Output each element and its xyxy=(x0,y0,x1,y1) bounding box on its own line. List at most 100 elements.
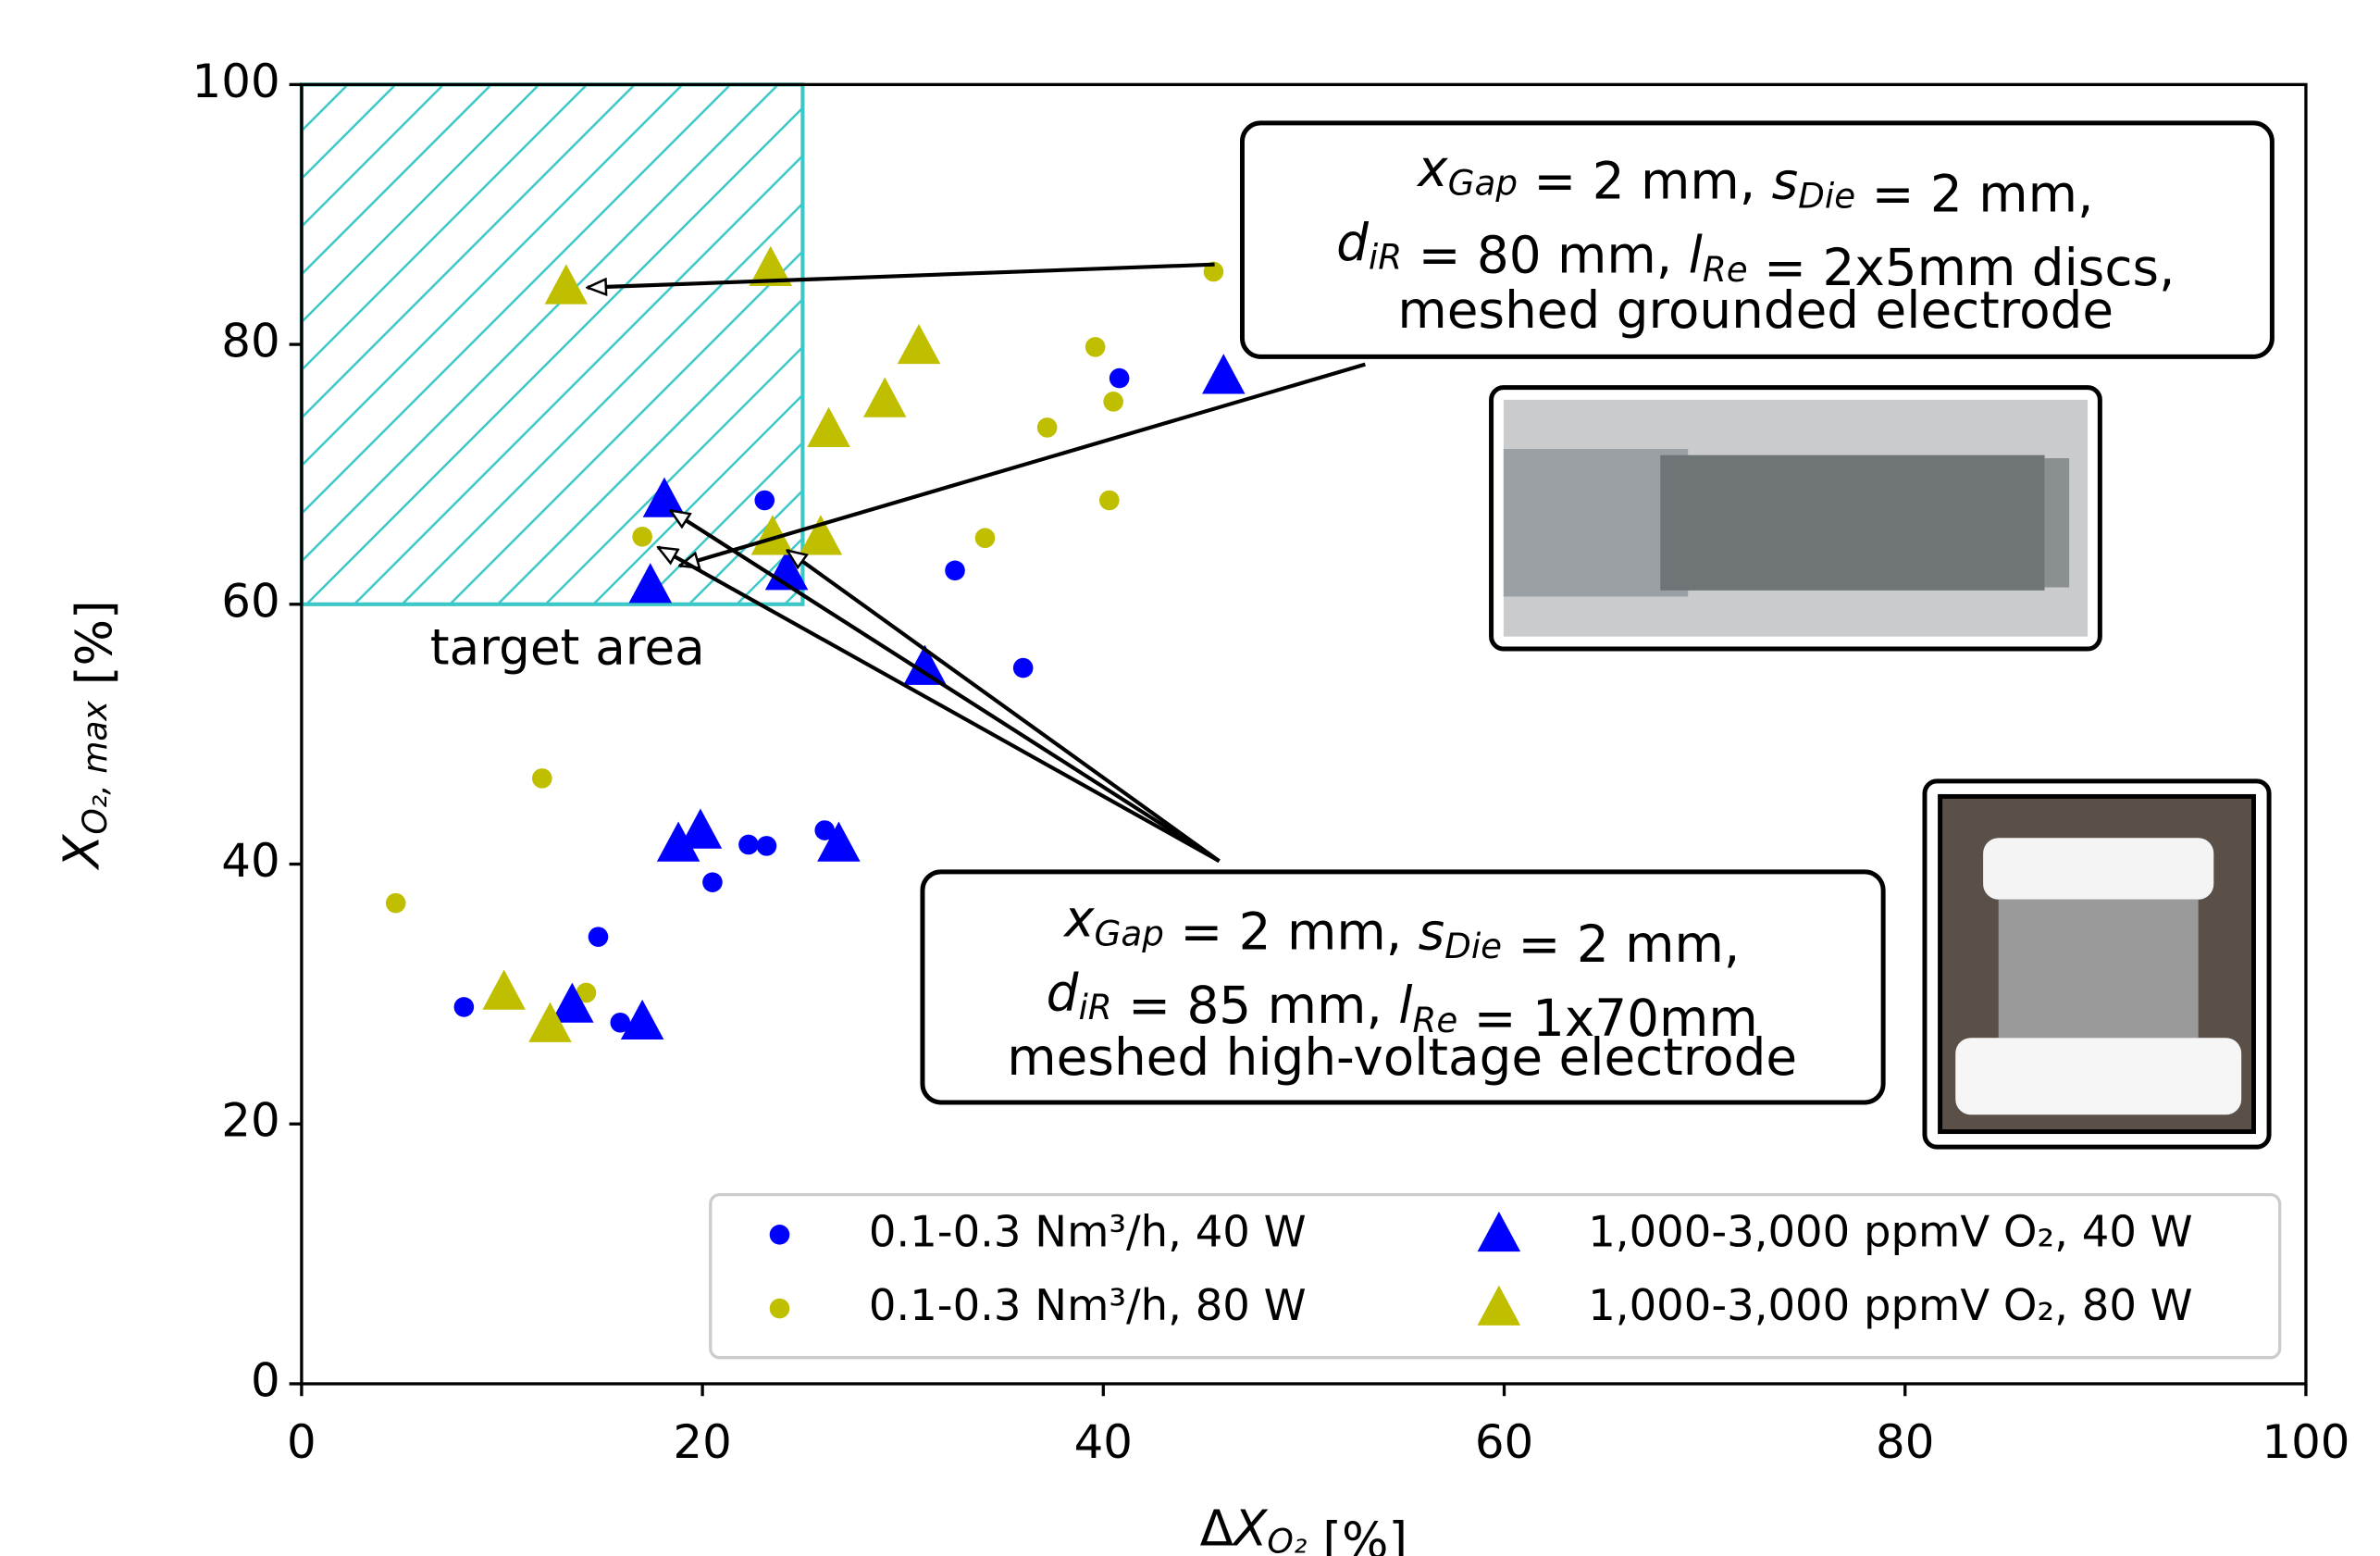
triangle-marker xyxy=(482,969,526,1010)
subscript: Gap xyxy=(1095,913,1164,953)
symbol: s xyxy=(1419,902,1445,961)
circle-marker xyxy=(769,1298,790,1319)
photo-high-voltage-electrode xyxy=(1922,778,2272,1150)
circle-marker xyxy=(702,872,723,892)
circle-marker xyxy=(385,892,406,914)
y-tick-label: 60 xyxy=(221,574,279,628)
y-tick-label: 40 xyxy=(221,834,279,888)
symbol: d xyxy=(1047,963,1080,1022)
annotation-box xyxy=(920,869,1886,1105)
annotation-line: diR = 80 mm, lRe = 2x5mm discs, xyxy=(1336,213,2175,297)
text-part: = 2 mm, xyxy=(1518,152,1772,211)
circle-marker xyxy=(1099,490,1120,511)
triangle-marker xyxy=(817,821,861,862)
symbol: l xyxy=(1398,976,1412,1035)
triangle-marker xyxy=(1202,354,1246,394)
triangle-marker xyxy=(1477,1285,1521,1326)
legend-frame xyxy=(709,1192,2282,1360)
subscript: iR xyxy=(1078,987,1111,1027)
symbol: l xyxy=(1689,226,1703,285)
y-tick-label: 80 xyxy=(221,315,279,368)
triangle-marker xyxy=(897,323,941,365)
y-axis-label: XO₂, max [%] xyxy=(53,600,122,871)
circle-marker xyxy=(974,528,996,549)
circle-marker xyxy=(945,560,965,581)
annotation-line: xGap = 2 mm, sDie = 2 mm, xyxy=(1062,890,1740,974)
subscript: Gap xyxy=(1448,162,1518,203)
annotation-line: meshed high-voltage electrode xyxy=(1007,1027,1797,1087)
triangle-marker xyxy=(620,999,664,1040)
y-tick-label: 0 xyxy=(251,1353,280,1407)
circle-marker xyxy=(1203,261,1224,282)
annotation-box xyxy=(1239,120,2275,359)
text-part: meshed high-voltage electrode xyxy=(1007,1027,1797,1087)
circle-marker xyxy=(1012,657,1034,678)
text-part: [%] xyxy=(1307,1512,1407,1556)
annotation-line: xGap = 2 mm, sDie = 2 mm, xyxy=(1416,139,2093,223)
symbol: x xyxy=(1062,890,1095,949)
circle-marker xyxy=(814,820,836,840)
triangle-marker xyxy=(551,982,594,1023)
triangle-marker xyxy=(807,406,850,447)
legend-label: 1,000-3,000 ppmV O₂, 40 W xyxy=(1588,1206,2192,1256)
triangle-marker xyxy=(678,808,723,849)
subscript: Re xyxy=(1412,999,1457,1039)
text-part: = 80 mm, xyxy=(1402,226,1689,285)
triangle-marker xyxy=(799,515,843,555)
triangle-marker xyxy=(528,1002,572,1042)
annotation-line: meshed grounded electrode xyxy=(1397,280,2113,340)
x-tick-label: 100 xyxy=(2262,1415,2349,1469)
triangle-marker xyxy=(749,245,793,286)
circle-marker xyxy=(1085,337,1106,357)
annotation-line: diR = 85 mm, lRe = 1x70mm xyxy=(1047,963,1758,1047)
text-part: [%] xyxy=(66,600,123,701)
circle-marker xyxy=(1109,367,1130,389)
text-part: = 2 mm, xyxy=(1855,165,2093,224)
x-tick-label: 60 xyxy=(1475,1415,1533,1469)
annotation-arrows xyxy=(588,262,1366,864)
triangle-marker xyxy=(544,264,589,305)
triangle-marker xyxy=(628,563,673,604)
symbol: s xyxy=(1772,152,1799,211)
text-part: = 2 mm, xyxy=(1164,902,1419,961)
y-tick-label: 20 xyxy=(221,1094,279,1148)
circle-marker xyxy=(756,836,777,856)
y-tick-label: 100 xyxy=(192,55,280,108)
triangle-marker xyxy=(750,515,795,555)
x-tick-label: 80 xyxy=(1876,1415,1934,1469)
subscript: O₂ xyxy=(1267,1522,1307,1556)
target-area xyxy=(299,82,805,606)
circle-marker xyxy=(754,490,775,511)
circle-marker xyxy=(738,834,759,855)
circle-marker xyxy=(1103,392,1123,412)
circle-marker xyxy=(453,997,475,1017)
circle-marker xyxy=(632,527,652,547)
subscript: Die xyxy=(1798,175,1855,216)
plot-area xyxy=(299,82,1246,1042)
legend: 0.1-0.3 Nm³/h, 40 W 0.1-0.3 Nm³/h, 80 W 1,… xyxy=(709,1192,2282,1360)
legend-label: 1,000-3,000 ppmV O₂, 80 W xyxy=(1588,1280,2192,1330)
circle-marker xyxy=(588,927,609,947)
circle-marker xyxy=(769,1225,790,1245)
symbol: d xyxy=(1336,213,1370,272)
text-part: = 2x5mm discs, xyxy=(1748,238,2175,297)
symbol: X xyxy=(1231,1500,1269,1556)
text-part: meshed grounded electrode xyxy=(1397,280,2113,340)
legend-label: 0.1-0.3 Nm³/h, 80 W xyxy=(869,1280,1307,1330)
target-area-label: target area xyxy=(430,618,705,676)
triangle-marker xyxy=(642,477,687,517)
circle-marker xyxy=(1036,417,1058,438)
text-part: Δ xyxy=(1200,1500,1233,1556)
symbol: x xyxy=(1416,139,1448,198)
triangle-marker xyxy=(1477,1211,1521,1252)
circle-marker xyxy=(576,982,597,1003)
subscript: Re xyxy=(1703,249,1748,290)
x-tick-label: 0 xyxy=(287,1415,316,1469)
x-axis-label: ΔXO₂ [%] xyxy=(1200,1500,1408,1556)
photo-grounded-electrode xyxy=(1489,385,2102,652)
subscript: iR xyxy=(1369,236,1402,277)
x-tick-label: 40 xyxy=(1074,1415,1133,1469)
circle-marker xyxy=(532,768,552,789)
legend-label: 0.1-0.3 Nm³/h, 40 W xyxy=(869,1206,1307,1256)
